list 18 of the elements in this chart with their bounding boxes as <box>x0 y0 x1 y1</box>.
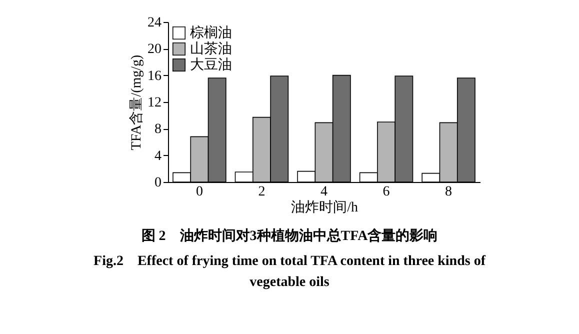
x-tick-label: 2 <box>258 184 266 200</box>
legend-label: 棕榈油 <box>190 25 232 41</box>
text: 图 2 油炸时间对3种植物油中总TFA含量的影响 <box>140 227 439 245</box>
legend-label: 山茶油 <box>190 41 232 57</box>
x-tick-label: 0 <box>196 184 203 200</box>
y-tick-label: 12 <box>148 96 162 110</box>
y-tick-label: 4 <box>154 148 162 164</box>
x-tick-label: 6 <box>382 184 390 200</box>
y-tick-label: 24 <box>148 16 162 30</box>
y-tick-label: 8 <box>154 122 162 138</box>
y-axis-title: TFA含量/(mg/g) <box>128 54 144 150</box>
y-tick-label: 16 <box>148 68 162 84</box>
y-tick-label: 20 <box>148 42 162 58</box>
legend-label: 大豆油 <box>190 57 232 73</box>
x-tick-label: 4 <box>320 184 328 200</box>
text: Fig.2 Effect of frying time on total TFA content in three kinds of vegetable oils <box>92 253 487 292</box>
x-tick-label: 8 <box>445 184 452 200</box>
x-axis-title: 油炸时间/h <box>291 200 358 216</box>
